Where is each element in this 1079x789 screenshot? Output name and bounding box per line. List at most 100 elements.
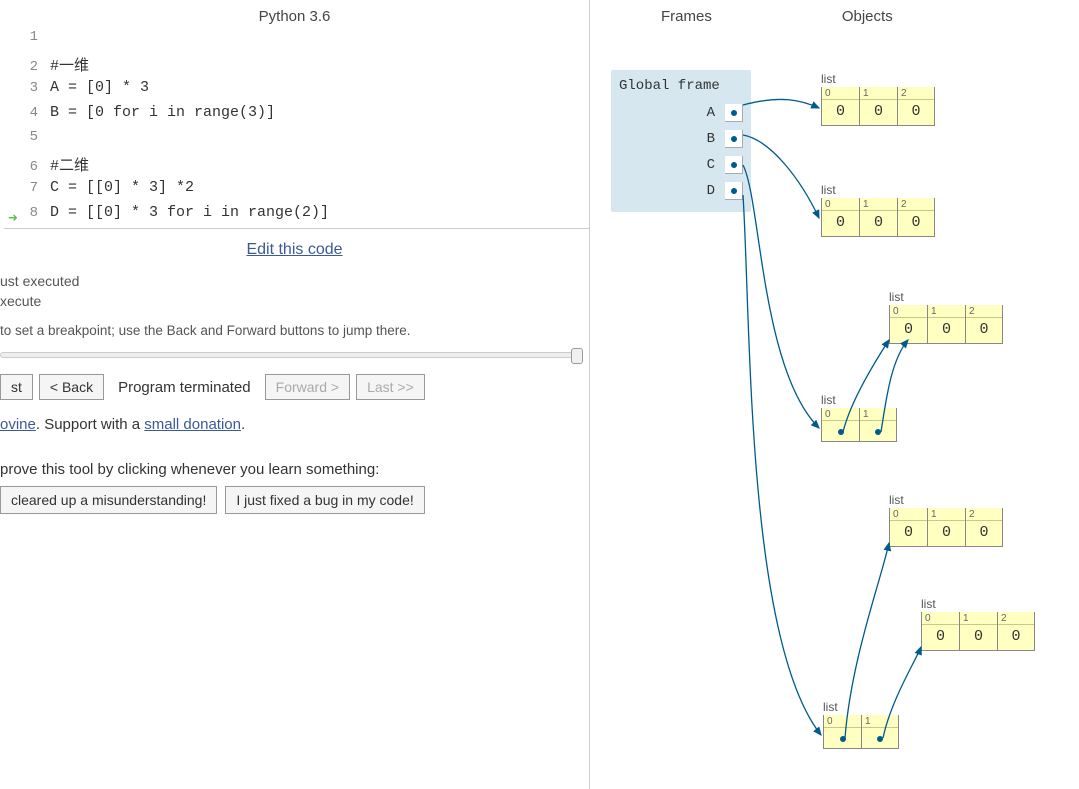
list-cell: 10: [859, 87, 897, 126]
list-object: list001020: [889, 290, 1003, 344]
truncated-text-1: ust executed: [0, 271, 589, 291]
truncated-text-2: xecute: [0, 291, 589, 311]
list-cell: 20: [997, 612, 1035, 651]
pointer-dot-icon: [877, 736, 883, 742]
pointer-dot-icon: [840, 736, 846, 742]
list-object: list001020: [821, 183, 935, 237]
list-cell: 20: [965, 508, 1003, 547]
language-title: Python 3.6: [0, 0, 589, 29]
line-number: 7: [4, 180, 50, 196]
cell-value: 0: [822, 100, 859, 125]
code-text: A = [0] * 3: [50, 79, 149, 96]
breakpoint-hint: to set a breakpoint; use the Back and Fo…: [0, 311, 589, 348]
list-type-label: list: [821, 72, 935, 86]
line-number: 8➜: [4, 205, 50, 221]
frame-var-name: A: [707, 105, 715, 121]
author-link[interactable]: ovine: [0, 416, 36, 433]
frame-var-row: C: [611, 152, 751, 178]
visualization-panel: Frames Objects Global frame ABCD list001…: [591, 0, 1079, 789]
frame-var-name: D: [707, 183, 715, 199]
list-cell: 00: [921, 612, 959, 651]
cell-value: 0: [960, 625, 997, 650]
code-line[interactable]: 5: [4, 129, 589, 154]
fixed-bug-button[interactable]: I just fixed a bug in my code!: [225, 486, 424, 514]
list-cell: 20: [897, 87, 935, 126]
step-controls: st < Back Program terminated Forward > L…: [0, 370, 589, 404]
improve-buttons: cleared up a misunderstanding! I just fi…: [0, 486, 589, 514]
frame-var-row: A: [611, 100, 751, 126]
cell-value: 0: [890, 318, 927, 343]
cell-index: 1: [928, 508, 965, 521]
code-line[interactable]: 8➜D = [[0] * 3 for i in range(2)]: [4, 204, 589, 229]
list-cell: 0: [823, 715, 861, 749]
cell-index: 2: [898, 87, 934, 100]
cell-value: 0: [928, 521, 965, 546]
code-line[interactable]: 3A = [0] * 3: [4, 79, 589, 104]
code-line[interactable]: 6#二维: [4, 154, 589, 179]
edit-link-row: Edit this code: [0, 241, 589, 259]
list-type-label: list: [821, 183, 935, 197]
list-cell: 10: [927, 305, 965, 344]
line-number: 2: [4, 59, 50, 75]
list-cells: 01: [823, 715, 899, 749]
cell-value: 0: [966, 318, 1002, 343]
credit-post: .: [241, 416, 245, 433]
code-text: C = [[0] * 3] *2: [50, 179, 194, 196]
pointer-dot-icon: [731, 162, 737, 168]
cell-value: 0: [922, 625, 959, 650]
frame-var-slot: [725, 156, 743, 174]
last-button[interactable]: Last >>: [356, 374, 425, 400]
cell-index: 2: [966, 305, 1002, 318]
frame-var-name: B: [707, 131, 715, 147]
list-cell: 00: [889, 508, 927, 547]
frame-var-row: B: [611, 126, 751, 152]
cell-index: 0: [890, 508, 927, 521]
list-object: list001020: [821, 72, 935, 126]
code-line[interactable]: 2#一维: [4, 54, 589, 79]
frame-var-row: D: [611, 178, 751, 204]
column-headers: Frames Objects: [591, 0, 1079, 25]
program-status: Program terminated: [110, 379, 259, 396]
list-type-label: list: [921, 597, 1035, 611]
cell-index: 1: [862, 715, 898, 728]
first-button[interactable]: st: [0, 374, 33, 400]
frame-var-slot: [725, 182, 743, 200]
global-frame-title: Global frame: [611, 76, 751, 100]
frame-var-slot: [725, 130, 743, 148]
cell-index: 0: [822, 408, 859, 421]
code-line[interactable]: 1: [4, 29, 589, 54]
list-cell: 00: [889, 305, 927, 344]
list-object: list01: [823, 700, 899, 749]
cell-value: 0: [928, 318, 965, 343]
list-cell: 00: [821, 87, 859, 126]
donation-link[interactable]: small donation: [144, 416, 241, 433]
list-type-label: list: [889, 290, 1003, 304]
cell-index: 2: [998, 612, 1034, 625]
cleared-button[interactable]: cleared up a misunderstanding!: [0, 486, 217, 514]
code-line[interactable]: 4B = [0 for i in range(3)]: [4, 104, 589, 129]
improve-heading: prove this tool by clicking whenever you…: [0, 439, 589, 486]
cell-index: 1: [960, 612, 997, 625]
list-cells: 001020: [889, 508, 1003, 547]
list-cells: 001020: [889, 305, 1003, 344]
cell-index: 1: [928, 305, 965, 318]
objects-header: Objects: [842, 8, 893, 25]
slider-thumb[interactable]: [571, 348, 583, 364]
list-cell: 10: [859, 198, 897, 237]
list-cell: 1: [861, 715, 899, 749]
back-button[interactable]: < Back: [39, 374, 104, 400]
code-text: D = [[0] * 3 for i in range(2)]: [50, 204, 329, 221]
list-cell: 10: [959, 612, 997, 651]
list-cells: 001020: [921, 612, 1035, 651]
list-cell: 20: [897, 198, 935, 237]
cell-value: 0: [998, 625, 1034, 650]
cell-index: 2: [966, 508, 1002, 521]
list-cell: 00: [821, 198, 859, 237]
code-line[interactable]: 7C = [[0] * 3] *2: [4, 179, 589, 204]
step-slider[interactable]: [0, 348, 589, 370]
cell-index: 1: [860, 198, 897, 211]
pointer-dot-icon: [731, 110, 737, 116]
edit-code-link[interactable]: Edit this code: [246, 241, 342, 258]
forward-button[interactable]: Forward >: [265, 374, 350, 400]
list-cell: 10: [927, 508, 965, 547]
